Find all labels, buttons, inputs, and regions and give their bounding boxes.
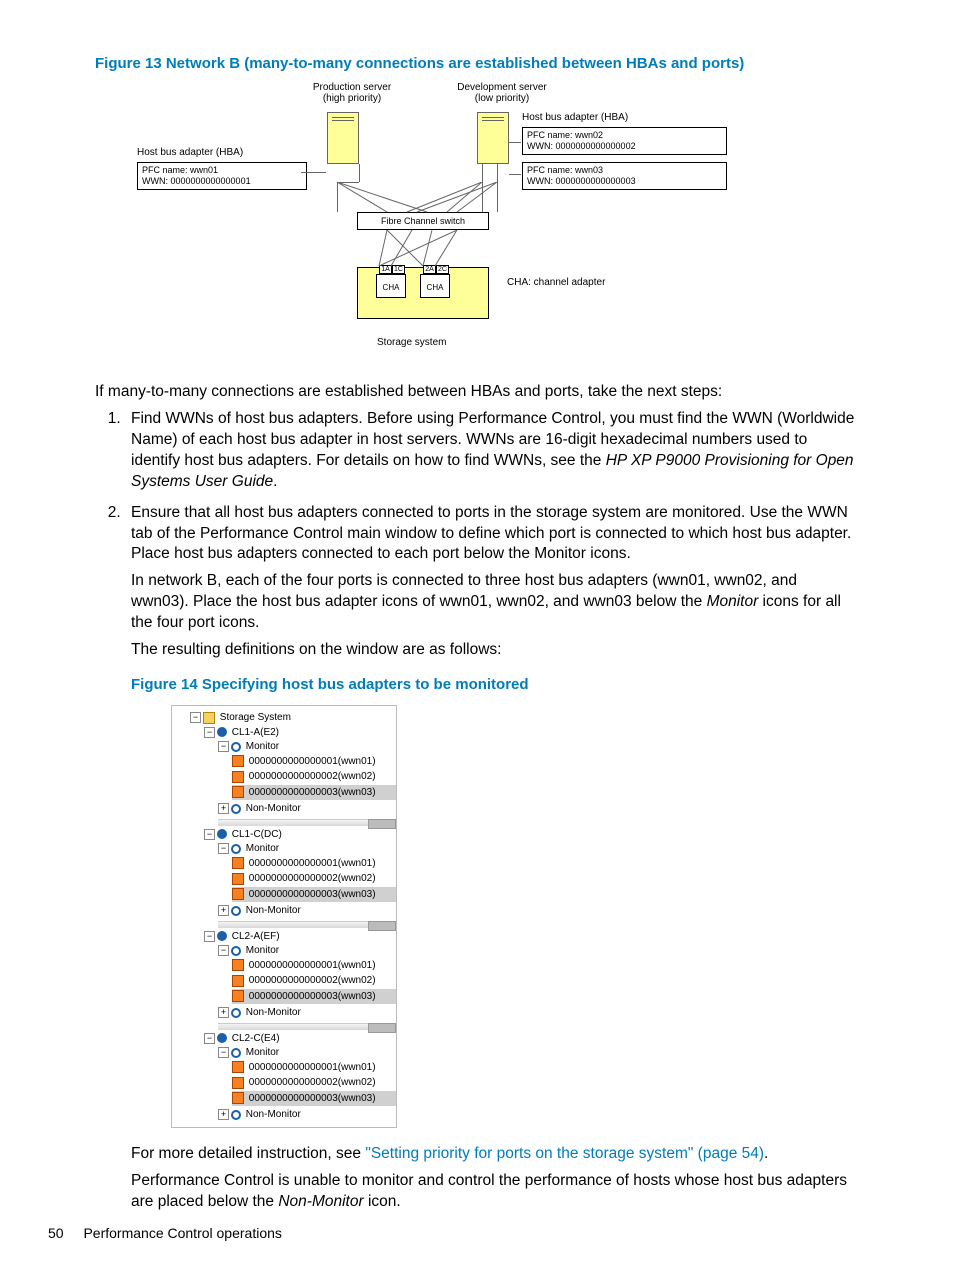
step2-text-a: Ensure that all host bus adapters connec… bbox=[131, 503, 859, 566]
cha2-label: CHA bbox=[421, 283, 449, 292]
tree-port-item[interactable]: − CL1-A(E2)− Monitor 0000000000000001(ww… bbox=[204, 725, 396, 818]
dev-server-icon bbox=[477, 112, 509, 164]
tree-port-item[interactable]: − CL2-A(EF)− Monitor 0000000000000001(ww… bbox=[204, 929, 396, 1022]
tree-wwn-item[interactable]: 0000000000000001(wwn01) bbox=[232, 754, 396, 770]
dev-priority-text: (low priority) bbox=[475, 93, 529, 104]
hba2-wwn: WWN: 0000000000000002 bbox=[527, 141, 722, 152]
hba1-box: PFC name: wwn01 WWN: 0000000000000001 bbox=[137, 162, 307, 190]
figure-13-caption: Figure 13 Network B (many-to-many connec… bbox=[95, 55, 859, 72]
tree-wwn-item[interactable]: 0000000000000001(wwn01) bbox=[232, 958, 396, 974]
tree-wwn-item[interactable]: 0000000000000003(wwn03) bbox=[232, 1091, 396, 1107]
hba-switch-lines bbox=[327, 182, 527, 214]
tree-monitor-item[interactable]: − Monitor 0000000000000001(wwn01) 000000… bbox=[218, 943, 396, 1005]
tree-wwn-item[interactable]: 0000000000000002(wwn02) bbox=[232, 1075, 396, 1091]
step2-text-c: The resulting definitions on the window … bbox=[131, 640, 859, 661]
tree-scrollbar-hint bbox=[218, 1023, 396, 1030]
cha-2: 2A2C CHA bbox=[420, 274, 450, 298]
tree-wwn-item[interactable]: 0000000000000001(wwn01) bbox=[232, 1060, 396, 1076]
after1-text-c: . bbox=[764, 1145, 768, 1162]
prod-server-icon bbox=[327, 112, 359, 164]
after2-nonmonitor: Non-Monitor bbox=[278, 1193, 363, 1210]
hba3-box: PFC name: wwn03 WWN: 0000000000000003 bbox=[522, 162, 727, 190]
hba1-pfc: PFC name: wwn01 bbox=[142, 165, 302, 176]
tree-nonmonitor-item[interactable]: + Non-Monitor bbox=[218, 1005, 396, 1021]
step2-text-b1: In network B, each of the four ports is … bbox=[131, 572, 797, 610]
tree-wwn-item[interactable]: 0000000000000003(wwn03) bbox=[232, 785, 396, 801]
link-setting-priority[interactable]: "Setting priority for ports on the stora… bbox=[365, 1145, 764, 1162]
tree-port-item[interactable]: − CL2-C(E4)− Monitor 0000000000000001(ww… bbox=[204, 1031, 396, 1124]
after2-text-c: icon. bbox=[364, 1193, 401, 1210]
cha1-label: CHA bbox=[377, 283, 405, 292]
hba3-wwn: WWN: 0000000000000003 bbox=[527, 176, 722, 187]
prod-server-label: Production server (high priority) bbox=[297, 82, 407, 104]
figure-13-diagram: Production server (high priority) Develo… bbox=[127, 82, 827, 362]
after2-text-a: Performance Control is unable to monitor… bbox=[131, 1172, 847, 1210]
tree-scrollbar-hint bbox=[218, 819, 396, 826]
after-para-1: For more detailed instruction, see "Sett… bbox=[131, 1144, 859, 1165]
hba1-title: Host bus adapter (HBA) bbox=[137, 147, 267, 158]
page-footer: 50 Performance Control operations bbox=[48, 1225, 282, 1241]
after1-text-a: For more detailed instruction, see bbox=[131, 1145, 365, 1162]
tree-port-item[interactable]: − CL1-C(DC)− Monitor 0000000000000001(ww… bbox=[204, 827, 396, 920]
tree-monitor-item[interactable]: − Monitor 0000000000000001(wwn01) 000000… bbox=[218, 1045, 396, 1107]
switch-storage-lines bbox=[357, 230, 487, 268]
tree-nonmonitor-item[interactable]: + Non-Monitor bbox=[218, 1107, 396, 1123]
after-para-2: Performance Control is unable to monitor… bbox=[131, 1171, 859, 1213]
dev-server-text: Development server bbox=[457, 82, 546, 93]
tree-nonmonitor-item[interactable]: + Non-Monitor bbox=[218, 801, 396, 817]
cha-1: 1A1C CHA bbox=[376, 274, 406, 298]
tree-wwn-item[interactable]: 0000000000000002(wwn02) bbox=[232, 973, 396, 989]
intro-text: If many-to-many connections are establis… bbox=[95, 382, 859, 403]
fc-switch: Fibre Channel switch bbox=[357, 212, 489, 230]
prod-server-text: Production server bbox=[313, 82, 391, 93]
step2-monitor-word: Monitor bbox=[707, 593, 759, 610]
tree-wwn-item[interactable]: 0000000000000002(wwn02) bbox=[232, 769, 396, 785]
tree-nonmonitor-item[interactable]: + Non-Monitor bbox=[218, 903, 396, 919]
hba2-pfc: PFC name: wwn02 bbox=[527, 130, 722, 141]
footer-title: Performance Control operations bbox=[83, 1225, 281, 1241]
tree-wwn-item[interactable]: 0000000000000003(wwn03) bbox=[232, 887, 396, 903]
prod-priority-text: (high priority) bbox=[323, 93, 381, 104]
step-1: Find WWNs of host bus adapters. Before u… bbox=[125, 409, 859, 493]
cha-note: CHA: channel adapter bbox=[507, 277, 605, 288]
page-number: 50 bbox=[48, 1225, 64, 1241]
step1-text-c: . bbox=[273, 473, 277, 490]
step2-para-b: In network B, each of the four ports is … bbox=[131, 571, 859, 634]
dev-server-label: Development server (low priority) bbox=[442, 82, 562, 104]
tree-root-item[interactable]: − Storage System− CL1-A(E2)− Monitor 000… bbox=[190, 710, 396, 1125]
hba1-wwn: WWN: 0000000000000001 bbox=[142, 176, 302, 187]
hba2-box: PFC name: wwn02 WWN: 0000000000000002 bbox=[522, 127, 727, 155]
page: Figure 13 Network B (many-to-many connec… bbox=[0, 0, 954, 1271]
steps-list: Find WWNs of host bus adapters. Before u… bbox=[95, 409, 859, 1213]
tree-wwn-item[interactable]: 0000000000000003(wwn03) bbox=[232, 989, 396, 1005]
storage-label: Storage system bbox=[377, 337, 446, 348]
hba-right-title: Host bus adapter (HBA) bbox=[522, 112, 662, 123]
storage-box: 1A1C CHA 2A2C CHA bbox=[357, 267, 489, 319]
tree-wwn-item[interactable]: 0000000000000001(wwn01) bbox=[232, 856, 396, 872]
tree-scrollbar-hint bbox=[218, 921, 396, 928]
step-2: Ensure that all host bus adapters connec… bbox=[125, 503, 859, 1213]
figure-14-caption: Figure 14 Specifying host bus adapters t… bbox=[131, 675, 859, 695]
hba3-pfc: PFC name: wwn03 bbox=[527, 165, 722, 176]
tree-monitor-item[interactable]: − Monitor 0000000000000001(wwn01) 000000… bbox=[218, 739, 396, 801]
figure-14-tree: − Storage System− CL1-A(E2)− Monitor 000… bbox=[171, 705, 397, 1128]
tree-monitor-item[interactable]: − Monitor 0000000000000001(wwn01) 000000… bbox=[218, 841, 396, 903]
intro-paragraph: If many-to-many connections are establis… bbox=[95, 382, 859, 403]
tree-wwn-item[interactable]: 0000000000000002(wwn02) bbox=[232, 871, 396, 887]
